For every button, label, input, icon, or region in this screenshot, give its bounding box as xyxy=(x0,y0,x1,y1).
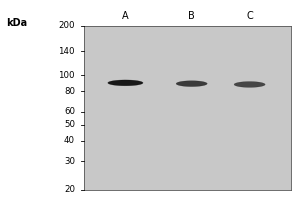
Text: B: B xyxy=(188,11,195,21)
Text: kDa: kDa xyxy=(6,18,27,28)
Text: A: A xyxy=(122,11,129,21)
Text: 200: 200 xyxy=(58,21,75,30)
Text: 20: 20 xyxy=(64,186,75,194)
Text: 40: 40 xyxy=(64,136,75,145)
Polygon shape xyxy=(234,82,265,87)
Polygon shape xyxy=(176,81,207,87)
Text: 80: 80 xyxy=(64,87,75,96)
Text: 140: 140 xyxy=(58,47,75,56)
Text: 50: 50 xyxy=(64,120,75,129)
Text: 60: 60 xyxy=(64,107,75,116)
Text: C: C xyxy=(246,11,253,21)
Polygon shape xyxy=(108,80,143,86)
Text: 100: 100 xyxy=(58,71,75,80)
Text: 30: 30 xyxy=(64,157,75,166)
